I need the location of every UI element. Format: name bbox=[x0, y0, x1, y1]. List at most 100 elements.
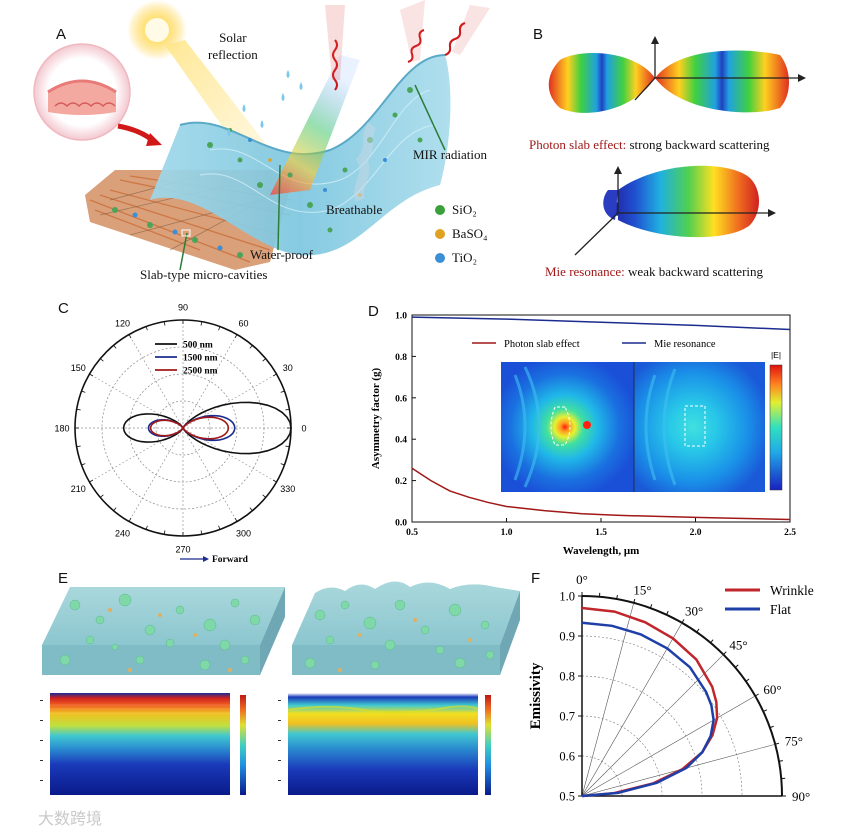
legend-label-0: Wrinkle bbox=[770, 583, 814, 598]
polar-tick bbox=[145, 525, 148, 530]
forward-label: Forward bbox=[212, 555, 249, 565]
photon-slab-desc: strong backward scattering bbox=[626, 137, 770, 152]
legend-label-0: 500 nm bbox=[183, 341, 213, 351]
angle-spoke-2 bbox=[581, 622, 683, 797]
r-tick-label: 0.7 bbox=[559, 710, 575, 724]
y-tick-label: 0.4 bbox=[395, 436, 407, 446]
polar-tick bbox=[272, 479, 277, 483]
legend-label-1: 1500 nm bbox=[183, 354, 218, 364]
angle-tick-label: 180 bbox=[55, 424, 70, 434]
polar-tick bbox=[200, 321, 203, 326]
panel-letter-f: F bbox=[531, 570, 541, 587]
outer-tick bbox=[696, 628, 700, 633]
angle-tick-label: 120 bbox=[115, 319, 130, 329]
baso4-dot-icon bbox=[435, 229, 445, 239]
outer-tick bbox=[666, 610, 669, 615]
mie-desc: weak backward scattering bbox=[624, 264, 764, 279]
angle-tick-label: 330 bbox=[280, 484, 295, 494]
polar-tick bbox=[262, 494, 266, 498]
inset-colorbar bbox=[769, 364, 783, 491]
x-tick-label: 2.5 bbox=[784, 528, 796, 538]
lobe-series-0 bbox=[122, 401, 292, 455]
polar-tick bbox=[145, 326, 148, 331]
y-tick-label: 0.2 bbox=[395, 477, 407, 487]
lobe-series-2 bbox=[149, 416, 230, 440]
series-curve-1 bbox=[581, 621, 715, 798]
angle-spoke-4 bbox=[581, 695, 756, 797]
r-tick-label: 0.6 bbox=[559, 750, 575, 764]
outer-tick bbox=[723, 651, 727, 655]
panel-letter-c: C bbox=[58, 300, 69, 317]
outer-tick bbox=[734, 664, 739, 668]
angle-tick-label: 90° bbox=[792, 789, 810, 804]
slab-leader-line bbox=[179, 232, 188, 271]
polar-tick bbox=[280, 463, 285, 466]
inset-fringe-0 bbox=[513, 374, 527, 481]
x-tick-label: 2.0 bbox=[690, 528, 702, 538]
polar-spoke-150 bbox=[89, 373, 184, 429]
polar-ring-0 bbox=[155, 400, 211, 456]
panel-b-scattering-diagrams bbox=[548, 36, 806, 256]
inset-fringe-2 bbox=[644, 374, 657, 481]
polar-tick bbox=[249, 507, 253, 511]
series-curve-0 bbox=[581, 606, 719, 798]
legend-tio2: TiO₂ bbox=[452, 250, 478, 265]
photon-slab-caption: Photon slab effect: strong backward scat… bbox=[529, 137, 770, 153]
r-tick-label: 0.9 bbox=[559, 630, 575, 644]
r-tick-label: 1.0 bbox=[559, 590, 575, 604]
mie-name: Mie resonance: bbox=[545, 264, 625, 279]
legend-baso4: BaSO₄ bbox=[452, 226, 488, 241]
angle-tick-label: 0° bbox=[576, 572, 588, 587]
polar-tick bbox=[81, 463, 86, 466]
y-tick-label: 0.6 bbox=[395, 394, 407, 404]
mir-radiation-label: MIR radiation bbox=[413, 147, 488, 162]
angle-tick-label: 60° bbox=[763, 682, 781, 697]
panel-f-emissivity-chart: 0° 15° 30° 45° 60° 75° 90° 0.5 0.6 0.7 0.8 0.9 1.0 Em… bbox=[528, 572, 814, 804]
slab-type-label: Slab-type micro-cavities bbox=[140, 267, 268, 282]
x-tick-label: 0.5 bbox=[406, 528, 418, 538]
water-proof-label: Water-proof bbox=[250, 247, 313, 262]
inset-fringe-3 bbox=[662, 368, 677, 486]
polar-tick bbox=[218, 525, 221, 530]
emissivity-axis-label: Emissivity bbox=[528, 662, 544, 729]
outer-tick bbox=[778, 760, 783, 762]
x-tick-label: 1.5 bbox=[595, 528, 607, 538]
polar-tick bbox=[100, 494, 104, 498]
x-axis-label: Wavelength, μm bbox=[563, 545, 640, 557]
photon-slab-name: Photon slab effect: bbox=[529, 137, 627, 152]
inset-field-mie bbox=[634, 362, 765, 492]
r-tick-label: 0.5 bbox=[559, 790, 575, 804]
polar-tick bbox=[285, 408, 290, 411]
outer-tick bbox=[633, 598, 636, 603]
angle-tick-label: 240 bbox=[115, 528, 130, 538]
angle-tick-label: 15° bbox=[633, 582, 651, 597]
panel-letter-d: D bbox=[368, 303, 379, 320]
polar-tick bbox=[128, 517, 132, 522]
outer-tick bbox=[616, 595, 618, 600]
y-tick-label: 0.0 bbox=[395, 519, 407, 529]
waterproof-leader-line bbox=[277, 164, 281, 251]
polar-tick bbox=[113, 507, 117, 511]
mir-leader-line bbox=[414, 84, 446, 151]
polar-tick bbox=[234, 517, 238, 522]
polar-tick bbox=[280, 390, 285, 393]
panel-d-line-chart: 0.5 1.0 1.5 2.0 2.5 0.0 0.2 0.4 0.6 0.8 1.0 Wavelen… bbox=[370, 312, 796, 558]
outer-tick bbox=[754, 693, 759, 697]
angle-spoke-1 bbox=[581, 602, 635, 797]
tio2-dot-icon bbox=[435, 253, 445, 263]
polar-tick bbox=[76, 408, 81, 411]
radial-ring-3 bbox=[581, 675, 703, 797]
polar-tick bbox=[262, 358, 266, 362]
polar-tick bbox=[128, 334, 132, 339]
polar-tick bbox=[76, 445, 81, 448]
series-line-1 bbox=[411, 316, 791, 331]
polar-spoke-210 bbox=[89, 427, 184, 483]
outer-tick bbox=[649, 604, 653, 609]
angle-tick-label: 60 bbox=[238, 319, 248, 329]
inset-fringe-1 bbox=[523, 366, 541, 488]
outer-tick bbox=[775, 742, 780, 745]
panel-c-polar-chart: 0 30 60 90 120 150 180 210 240 270 300 330 500 nm 150… bbox=[55, 303, 307, 566]
y-tick-label: 1.0 bbox=[395, 312, 407, 322]
polar-tick bbox=[234, 334, 238, 339]
polar-tick bbox=[89, 373, 94, 377]
